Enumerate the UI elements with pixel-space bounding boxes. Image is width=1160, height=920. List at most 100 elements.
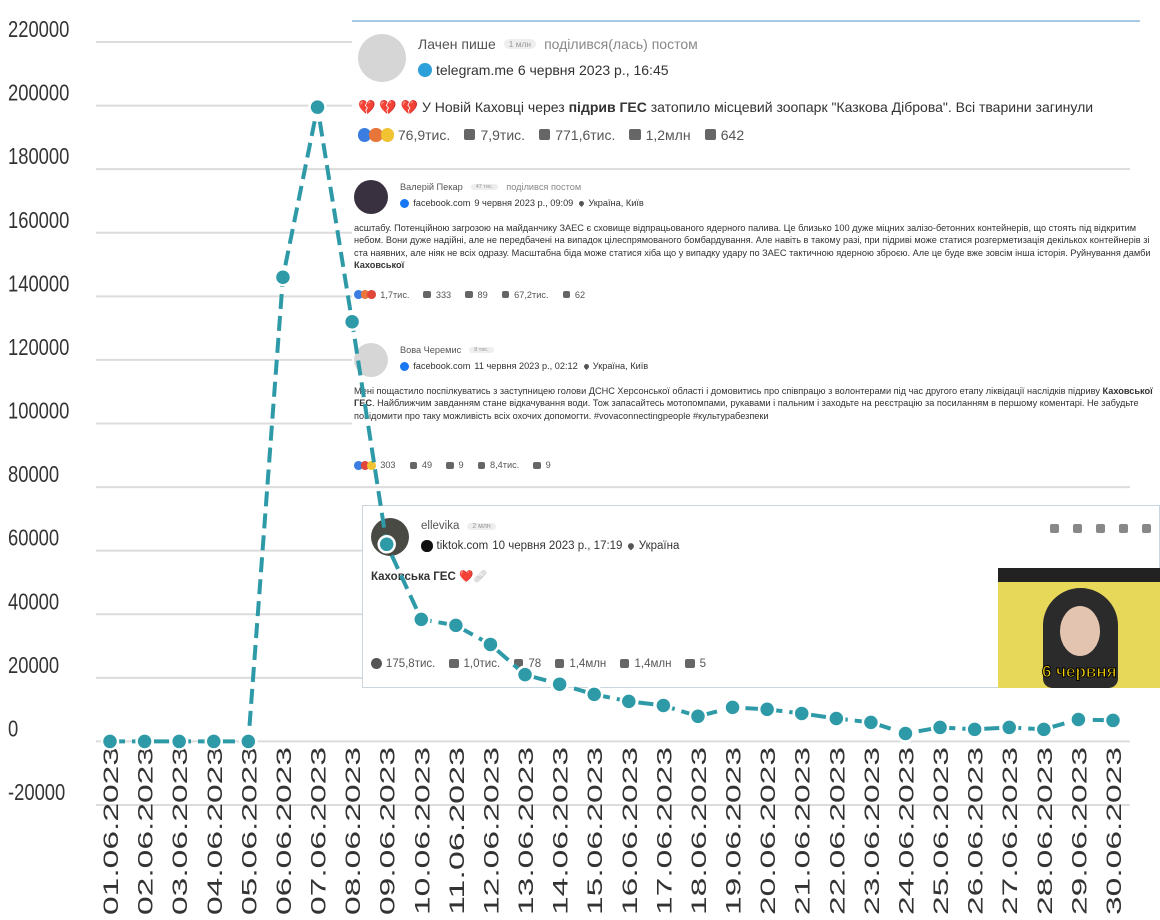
page: -200000200004000060000800001000001200001… [0,0,1160,920]
text-segment: асштабу. Потенційною загрозою на майданч… [354,223,1150,258]
stat: 89 [465,290,488,300]
source: facebook.com [413,361,470,371]
x-tick-label: 19.06.2023 [723,747,746,915]
location: Україна, Київ [588,198,643,208]
text-segment: Каховської [354,260,404,270]
stat-value: 175,8тис. [386,658,435,670]
reaction-icon [367,290,376,299]
avatar [358,34,406,82]
thumb-frame [998,568,1160,582]
tool-button[interactable] [1142,524,1151,533]
post-text: Мені пощастило поспілкуватись з заступни… [354,385,1158,422]
x-tick-label: 26.06.2023 [965,747,988,915]
thumb-face [1060,606,1100,656]
stat-value: 1,2млн [646,127,691,143]
y-tick-label: 20000 [8,653,59,678]
audience-badge: 8 тис. [469,347,494,353]
date: 11 червня 2023 р., 02:12 [474,361,577,371]
x-tick-label: 28.06.2023 [1034,747,1057,915]
stat-value: 5 [700,658,706,670]
stat: 78 [514,658,541,670]
stat-value: 76,9тис. [398,127,450,143]
tool-button[interactable] [1050,524,1059,533]
y-tick-label: 80000 [8,462,59,487]
x-tick-label: 06.06.2023 [273,747,296,915]
x-tick-label: 23.06.2023 [861,747,884,915]
x-tick-label: 25.06.2023 [930,747,953,915]
stat: 333 [423,290,451,300]
reaction-icon [367,461,376,470]
x-tick-label: 03.06.2023 [169,747,192,915]
tool-button[interactable] [1073,524,1082,533]
reaction-icon [371,658,382,669]
stat-icon [464,129,475,140]
y-tick-label: -20000 [8,780,65,805]
location-pin [627,542,636,551]
post-text: асштабу. Потенційною загрозою на майданч… [354,222,1158,272]
stat: 5 [685,658,706,670]
y-tick-label: 100000 [8,399,69,424]
source: telegram.me [436,62,514,78]
y-tick-label: 40000 [8,589,59,614]
audience-badge: 1 млн [504,39,536,49]
stat: 1,4млн [555,658,606,670]
x-tick-label: 11.06.2023 [446,747,469,915]
x-tick-label: 09.06.2023 [377,747,400,915]
stat-icon [620,659,629,668]
avatar [354,180,388,214]
stat-icon [465,291,472,298]
stat-value: 1,7тис. [380,290,409,300]
stat: 62 [563,290,586,300]
stat-icon [449,659,458,668]
x-tick-label: 01.06.2023 [100,747,123,915]
y-tick-label: 120000 [8,335,69,360]
x-tick-label: 10.06.2023 [411,747,434,915]
x-tick-label: 07.06.2023 [308,747,331,915]
stat-value: 303 [380,460,395,470]
x-tick-label: 29.06.2023 [1068,747,1091,915]
x-tick-label: 04.06.2023 [204,747,227,915]
text-segment: Мені пощастило поспілкуватись з заступни… [354,386,1103,396]
post-text: 💔 💔 💔 У Новій Каховці через підрив ГЕС з… [358,98,1134,117]
y-tick-label: 140000 [8,271,69,296]
stat-icon [478,462,485,469]
x-tick-label: 15.06.2023 [584,747,607,915]
stat-icon [423,291,430,298]
stat-value: 9 [546,460,551,470]
author: Валерій Пекар [400,182,463,192]
stat-value: 49 [422,460,432,470]
video-thumbnail: 6 червня [998,568,1160,688]
stat-value: 1,0тис. [464,658,501,670]
location-pin [583,363,590,370]
y-tick-label: 60000 [8,526,59,551]
source-icon [400,199,409,208]
stat-icon [514,659,523,668]
x-tick-label: 24.06.2023 [895,747,918,915]
stat: 175,8тис. [371,658,435,670]
x-tick-label: 16.06.2023 [619,747,642,915]
stat-value: 62 [575,290,585,300]
stat-value: 7,9тис. [480,127,525,143]
source-icon [400,362,409,371]
text-segment: затопило місцевий зоопарк "Казкова Дібро… [647,99,1093,115]
tool-button[interactable] [1096,524,1105,533]
tool-button[interactable] [1119,524,1128,533]
x-tick-label: 12.06.2023 [480,747,503,915]
share-action: поділився постом [506,182,581,192]
stat-icon [705,129,716,140]
stat-icon [533,462,540,469]
x-tick-label: 18.06.2023 [688,747,711,915]
